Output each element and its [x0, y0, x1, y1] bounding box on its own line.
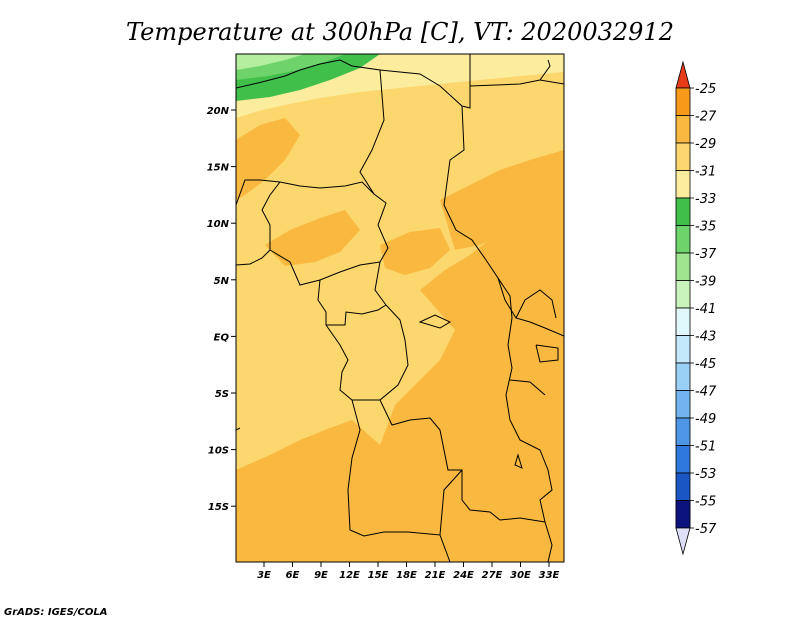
colorbar-band	[675, 197, 691, 226]
colorbar-label: -57	[695, 522, 717, 537]
colorbar-label: -43	[695, 330, 716, 345]
colorbar-band-bottom	[675, 500, 691, 529]
field-band-29-31-northeast	[440, 150, 564, 250]
colorbar-band	[675, 445, 691, 474]
lat-tick-label: 5S	[215, 389, 229, 400]
colorbar-band	[675, 252, 691, 281]
colorbar: -25 -27 -29 -31 -33 -35 -37 -39 -41 -43 -45 -47 -49 -…	[675, 60, 717, 556]
lon-tick-label: 9E	[314, 570, 328, 581]
lon-tick-label: 30E	[510, 570, 531, 581]
colorbar-band	[675, 142, 691, 171]
lat-tick-label: 15N	[207, 163, 230, 174]
colorbar-band	[675, 87, 691, 116]
colorbar-label: -33	[695, 192, 716, 207]
colorbar-band	[675, 115, 691, 144]
colorbar-band	[675, 307, 691, 336]
lat-tick-label: 10N	[207, 219, 230, 230]
lon-tick-label: 24E	[453, 570, 474, 581]
lat-tick-label: 20N	[207, 106, 230, 117]
colorbar-band	[675, 280, 691, 309]
colorbar-band	[675, 335, 691, 364]
colorbar-band	[675, 417, 691, 446]
colorbar-label: -51	[695, 440, 716, 455]
field-band-29-31-east	[380, 190, 564, 562]
country-borders	[236, 54, 564, 562]
field-band-39-41	[236, 54, 305, 70]
colorbar-label: -47	[695, 385, 717, 400]
colorbar-label: -55	[695, 495, 716, 510]
lat-tick-label: 10S	[208, 446, 229, 457]
lon-tick-label: 18E	[396, 570, 417, 581]
colorbar-label: -29	[695, 137, 716, 152]
field-band-29-31-west	[265, 210, 360, 266]
colorbar-band	[675, 472, 691, 501]
latitude-axis: 20N 15N 10N 5N EQ 5S 10S 15S	[207, 106, 236, 513]
colorbar-label: -25	[695, 82, 716, 97]
colorbar-band	[675, 362, 691, 391]
colorbar-label: -35	[695, 220, 716, 235]
lat-tick-label: 15S	[208, 502, 229, 513]
colorbar-label: -37	[695, 247, 717, 262]
colorbar-bottom-arrow	[675, 527, 691, 556]
chart-title: Temperature at 300hPa [C], VT: 202003291…	[126, 18, 674, 46]
map-frame	[235, 53, 565, 563]
field-band-29-31-central	[380, 228, 450, 275]
colorbar-band	[675, 225, 691, 254]
lon-tick-label: 12E	[339, 570, 360, 581]
colorbar-label: -27	[695, 110, 717, 125]
lon-tick-label: 27E	[482, 570, 503, 581]
colorbar-label: -39	[695, 275, 716, 290]
lon-tick-label: 6E	[286, 570, 300, 581]
map-panel: 20N 15N 10N 5N EQ 5S 10S 15S 3E 6E 9E 12E 15E 18E 21E…	[207, 53, 565, 581]
lon-tick-label: 33E	[539, 570, 560, 581]
colorbar-label: -31	[695, 165, 716, 180]
lon-tick-label: 3E	[257, 570, 271, 581]
temperature-field	[236, 54, 564, 562]
lat-tick-label: EQ	[214, 332, 230, 343]
colorbar-band	[675, 170, 691, 199]
lon-tick-label: 21E	[425, 570, 446, 581]
colorbar-label: -53	[695, 467, 716, 482]
colorbar-top-arrow	[675, 60, 691, 89]
colorbar-label: -49	[695, 412, 716, 427]
colorbar-label: -41	[695, 302, 716, 317]
colorbar-band	[675, 390, 691, 419]
colorbar-label: -45	[695, 357, 716, 372]
lat-tick-label: 5N	[214, 276, 230, 287]
longitude-axis: 3E 6E 9E 12E 15E 18E 21E 24E 27E 30E 33E	[257, 562, 560, 581]
lon-tick-label: 15E	[368, 570, 389, 581]
grads-credit: GrADS: IGES/COLA	[4, 607, 107, 618]
